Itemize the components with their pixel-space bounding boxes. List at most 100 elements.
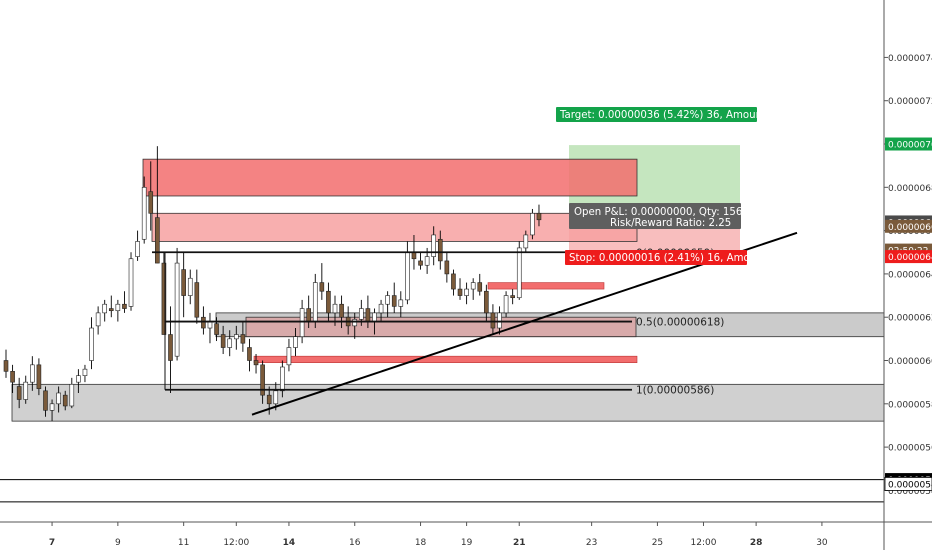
x-tick-label: 16 bbox=[349, 538, 361, 548]
candle-body bbox=[201, 316, 206, 329]
candle bbox=[128, 252, 134, 311]
candle bbox=[418, 252, 423, 270]
candle bbox=[3, 349, 9, 378]
candle bbox=[293, 328, 298, 357]
candle bbox=[536, 204, 542, 227]
y-tick-label: 0.00000720 bbox=[888, 97, 932, 107]
candle bbox=[187, 269, 193, 305]
candle-body bbox=[484, 290, 489, 314]
candle-body bbox=[187, 277, 193, 296]
candle bbox=[76, 369, 81, 393]
x-tick-label: 7 bbox=[49, 538, 55, 548]
candle bbox=[490, 304, 496, 335]
y-tick-label: 0.00000540 bbox=[888, 487, 932, 497]
candle-body bbox=[339, 303, 344, 318]
candle bbox=[174, 247, 180, 361]
supply-zone-upper[interactable] bbox=[142, 158, 638, 197]
candle-body bbox=[299, 308, 305, 337]
candle-body bbox=[293, 336, 298, 348]
zones-layer bbox=[11, 145, 885, 422]
candle bbox=[470, 278, 476, 300]
candle-body bbox=[319, 282, 325, 292]
price-badge-label: 0.00000545 bbox=[888, 480, 932, 490]
pnl-line-1: Open P&L: 0.00000000, Qty: 1562499999 bbox=[574, 207, 788, 218]
candle-body bbox=[385, 295, 390, 305]
candle-body bbox=[76, 375, 81, 383]
x-tick-label: 9 bbox=[115, 538, 121, 548]
candle bbox=[82, 364, 88, 383]
candle bbox=[43, 386, 48, 417]
candle-body bbox=[444, 260, 450, 275]
candle bbox=[161, 252, 167, 335]
candle bbox=[339, 295, 344, 329]
candle bbox=[227, 330, 233, 357]
candle-body bbox=[102, 303, 107, 314]
candle-body bbox=[108, 308, 114, 312]
candle-body bbox=[332, 303, 338, 314]
candle bbox=[437, 230, 443, 270]
candle bbox=[484, 284, 489, 322]
supply-overlap-zone[interactable] bbox=[245, 316, 637, 338]
candle-body bbox=[214, 323, 219, 335]
candle-body bbox=[503, 295, 509, 314]
supply-strip-2[interactable] bbox=[253, 355, 638, 363]
candle bbox=[122, 291, 127, 313]
candle bbox=[23, 375, 29, 404]
candle-body bbox=[89, 327, 94, 361]
x-tick-label: 28 bbox=[750, 538, 763, 548]
candle bbox=[477, 273, 483, 296]
candle bbox=[181, 252, 186, 318]
candle-body bbox=[516, 247, 522, 299]
candle-body bbox=[62, 394, 68, 407]
candle-body bbox=[411, 251, 417, 260]
x-tick-label: 12:00 bbox=[691, 538, 717, 548]
candle bbox=[95, 306, 101, 335]
candle bbox=[115, 299, 121, 322]
candle bbox=[464, 282, 469, 305]
candle-body bbox=[227, 338, 233, 348]
candle bbox=[62, 390, 68, 411]
candle-body bbox=[234, 334, 239, 340]
y-tick-label: 0.00000640 bbox=[888, 270, 932, 280]
candle bbox=[16, 377, 22, 409]
candle bbox=[385, 291, 390, 318]
candle-body bbox=[194, 282, 200, 318]
candle bbox=[516, 241, 522, 300]
candle-body bbox=[477, 282, 483, 292]
candle bbox=[510, 289, 515, 305]
candle bbox=[326, 282, 331, 322]
candle-body bbox=[260, 364, 265, 396]
candle-body bbox=[510, 295, 515, 299]
candle-body bbox=[266, 394, 272, 405]
target-badge[interactable] bbox=[556, 107, 757, 122]
candle-body bbox=[451, 273, 456, 290]
candle-body bbox=[247, 347, 252, 361]
price-badge-label: 0.00000648 bbox=[888, 253, 932, 263]
candle bbox=[319, 263, 325, 300]
candle-body bbox=[23, 381, 29, 400]
x-tick-label: 30 bbox=[816, 538, 828, 548]
supply-zone-second[interactable] bbox=[151, 212, 638, 242]
pnl-badge[interactable] bbox=[569, 203, 741, 229]
candle bbox=[457, 278, 463, 300]
candle-body bbox=[326, 290, 331, 314]
candle bbox=[273, 382, 279, 411]
candle-body bbox=[437, 238, 443, 262]
candle bbox=[391, 282, 397, 313]
candle bbox=[234, 325, 239, 350]
candle bbox=[247, 338, 252, 372]
stop-label: Stop: 0.00000016 (2.41%) 16, Amount: 750 bbox=[569, 253, 793, 264]
candle-body bbox=[128, 258, 134, 307]
candle bbox=[431, 226, 437, 266]
candle bbox=[141, 176, 147, 244]
y-tick-label: 0.00000740 bbox=[888, 54, 932, 64]
supply-strip-1[interactable] bbox=[487, 282, 605, 290]
candle bbox=[444, 252, 450, 283]
candle-body bbox=[530, 212, 535, 236]
candle-body bbox=[398, 299, 404, 307]
candle-body bbox=[174, 262, 180, 357]
candle bbox=[10, 364, 15, 393]
stop-badge[interactable] bbox=[565, 250, 747, 265]
candle-body bbox=[122, 303, 127, 309]
